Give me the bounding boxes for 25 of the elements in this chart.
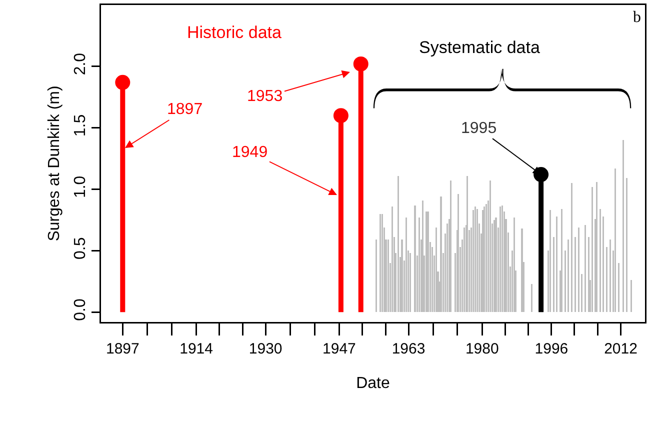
annotation: b xyxy=(633,9,641,26)
y-tick-label: 1.5 xyxy=(72,114,90,137)
annotation: 1949 xyxy=(232,144,268,161)
y-tick-label: 0.5 xyxy=(72,237,90,260)
x-tick-label: 2012 xyxy=(604,340,638,358)
y-tick-label: 1.0 xyxy=(72,176,90,198)
x-axis-title: Date xyxy=(356,374,390,392)
annotation: 1995 xyxy=(461,120,497,137)
x-tick-label: 1914 xyxy=(180,340,213,358)
annotation: Historic data xyxy=(187,23,282,42)
x-tick-label: 1947 xyxy=(322,340,356,358)
point xyxy=(333,108,348,124)
x-tick-label: 1897 xyxy=(106,340,140,358)
x-tick-label: 1930 xyxy=(248,340,282,358)
y-tick-label: 0.0 xyxy=(72,298,90,321)
y-tick-label: 2.0 xyxy=(72,52,90,76)
x-tick-label: 1963 xyxy=(392,340,426,358)
annotation: Systematic data xyxy=(419,38,540,57)
annotation: 1897 xyxy=(167,101,203,118)
point xyxy=(115,74,130,90)
annotation: 1953 xyxy=(247,88,283,105)
y-axis-title: Surges at Dunkirk (m) xyxy=(46,86,64,242)
x-tick-label: 1996 xyxy=(534,340,568,358)
point xyxy=(353,56,368,72)
x-tick-label: 1980 xyxy=(465,340,499,358)
